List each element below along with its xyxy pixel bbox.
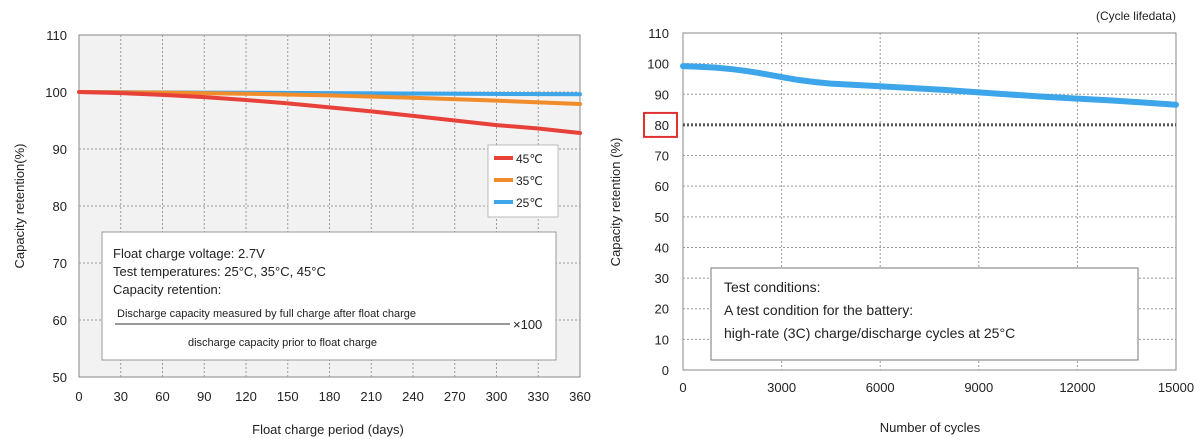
legend-label-25: 25℃ <box>516 196 543 210</box>
y-tick-label: 70 <box>655 149 669 164</box>
left-annotation-box <box>101 231 557 361</box>
x-tick-label: 0 <box>75 389 82 404</box>
right-annotation-line2: A test condition for the battery: <box>724 302 913 318</box>
right-series-lines <box>680 63 1179 108</box>
x-tick-label: 150 <box>277 389 299 404</box>
x-tick-label: 12000 <box>1059 380 1095 395</box>
annotation-voltage: Float charge voltage: 2.7V <box>113 246 265 261</box>
y-tick-label: 70 <box>53 256 67 271</box>
right-x-tick-labels: 0 3000 6000 9000 12000 15000 <box>679 380 1194 395</box>
series-line <box>680 63 1179 108</box>
annotation-denominator: discharge capacity prior to float charge <box>188 337 377 349</box>
annotation-numerator: Discharge capacity measured by full char… <box>117 308 416 320</box>
x-tick-label: 3000 <box>767 380 796 395</box>
x-tick-label: 90 <box>197 389 211 404</box>
right-chart-title: (Cycle lifedata) <box>1096 9 1176 23</box>
y-tick-label: 30 <box>655 271 669 286</box>
y-tick-label: 50 <box>655 210 669 225</box>
y-tick-label: 10 <box>655 332 669 347</box>
left-y-tick-labels: 50 60 70 80 90 100 110 <box>45 28 67 385</box>
x-tick-label: 6000 <box>866 380 895 395</box>
y-tick-label: 80 <box>53 199 67 214</box>
x-tick-label: 180 <box>319 389 341 404</box>
left-chart: 50 60 70 80 90 100 110 0 30 60 90 120 150 180 210 240 2… <box>12 28 591 437</box>
right-annotation-title: Test conditions: <box>724 279 821 295</box>
left-x-tick-labels: 0 30 60 90 120 150 180 210 240 270 300 330 360 <box>75 389 590 404</box>
y-tick-label: 100 <box>45 85 67 100</box>
legend-label-35: 35℃ <box>516 174 543 188</box>
y-tick-label: 60 <box>655 179 669 194</box>
right-chart: (Cycle lifedata) 0 10 20 30 40 50 60 70 80 90 100 1… <box>608 9 1194 435</box>
left-series-lines <box>77 90 582 135</box>
left-annotation: Float charge voltage: 2.7V Test temperat… <box>101 231 557 361</box>
x-tick-label: 120 <box>235 389 257 404</box>
y-tick-label: 50 <box>53 370 67 385</box>
x-tick-label: 240 <box>402 389 424 404</box>
y-tick-label: 110 <box>46 28 67 43</box>
right-y-axis-label: Capacity retention (%) <box>608 138 623 267</box>
right-annotation-box <box>710 267 1139 361</box>
x-tick-label: 0 <box>679 380 686 395</box>
x-tick-label: 360 <box>569 389 591 404</box>
annotation-multiplier: ×100 <box>513 317 542 332</box>
left-x-axis-label: Float charge period (days) <box>252 422 404 437</box>
y-tick-label: 90 <box>53 142 67 157</box>
x-tick-label: 60 <box>155 389 169 404</box>
y-tick-label: 90 <box>655 87 669 102</box>
left-legend: 45℃ 35℃ 25℃ <box>487 144 559 218</box>
right-annotation: Test conditions: A test condition for th… <box>710 267 1139 361</box>
series-line <box>77 90 582 106</box>
highlight-box-80 <box>643 111 678 138</box>
y-tick-label: 100 <box>647 57 669 72</box>
right-annotation-line3: high-rate (3C) charge/discharge cycles a… <box>724 325 1015 341</box>
annotation-temperatures: Test temperatures: 25°C, 35°C, 45°C <box>113 264 326 279</box>
y-tick-label: 40 <box>655 240 669 255</box>
left-y-axis-label: Capacity retention(%) <box>12 144 27 269</box>
right-x-axis-label: Number of cycles <box>880 420 981 435</box>
x-tick-label: 330 <box>527 389 549 404</box>
y-tick-label: 80 <box>655 118 669 133</box>
x-tick-label: 210 <box>360 389 382 404</box>
y-tick-label: 0 <box>662 363 669 378</box>
x-tick-label: 300 <box>486 389 508 404</box>
x-tick-label: 15000 <box>1158 380 1194 395</box>
series-line <box>77 90 582 135</box>
x-tick-label: 9000 <box>964 380 993 395</box>
y-tick-label: 60 <box>53 313 67 328</box>
x-tick-label: 30 <box>114 389 128 404</box>
y-tick-label: 20 <box>655 302 669 317</box>
x-tick-label: 270 <box>444 389 466 404</box>
annotation-retention-label: Capacity retention: <box>113 282 221 297</box>
legend-label-45: 45℃ <box>516 152 543 166</box>
y-tick-label: 110 <box>648 26 669 41</box>
right-y-tick-labels: 0 10 20 30 40 50 60 70 80 90 100 110 <box>647 26 669 378</box>
